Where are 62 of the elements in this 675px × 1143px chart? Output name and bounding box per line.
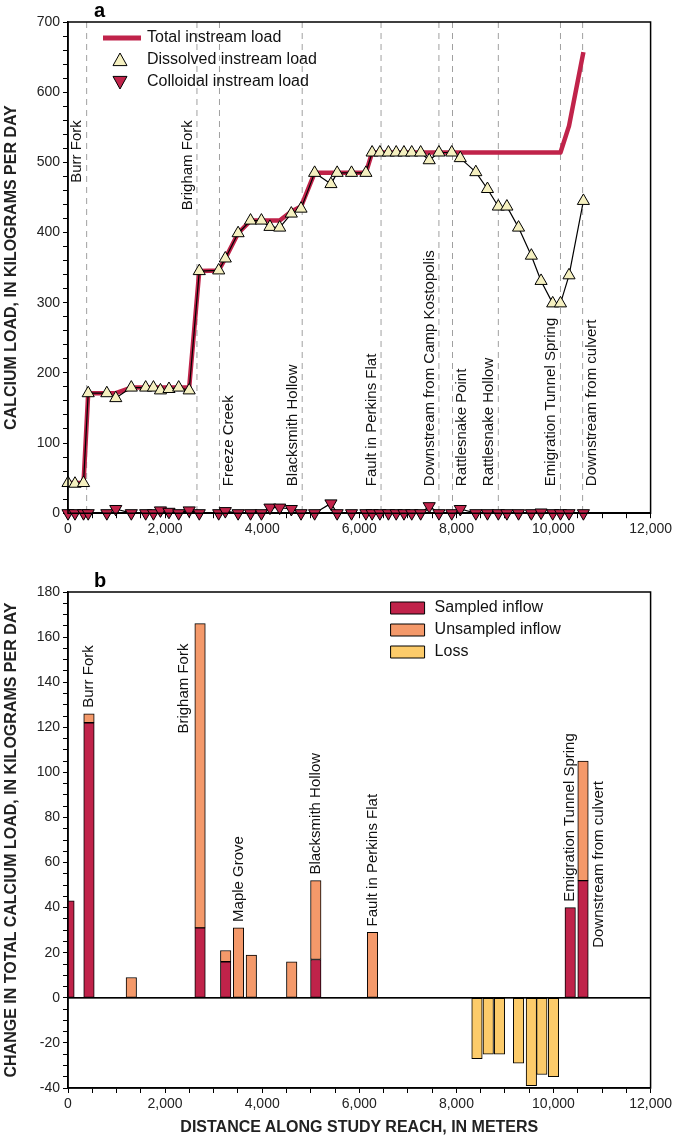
annotation: Fault in Perkins Flat bbox=[362, 793, 380, 927]
x-tick-label: 8,000 bbox=[438, 520, 475, 537]
y-tick-label: 400 bbox=[36, 223, 61, 240]
y-tick-label: 180 bbox=[36, 582, 61, 599]
legend-label: Colloidal instream load bbox=[147, 72, 309, 90]
x-tick-label: 12,000 bbox=[629, 1095, 673, 1112]
x-tick-label: 2,000 bbox=[147, 520, 183, 537]
y-tick-label: 300 bbox=[36, 293, 61, 310]
y-axis-title: CALCIUM LOAD, IN KILOGRAMS PER DAY bbox=[2, 104, 20, 430]
y-tick-label: 0 bbox=[52, 988, 61, 1005]
legend-label: Total instream load bbox=[147, 28, 282, 46]
annotation: Burr Fork bbox=[79, 644, 97, 708]
x-tick-label: 6,000 bbox=[341, 1095, 378, 1112]
annotation: Emigration Tunnel Spring bbox=[560, 733, 578, 902]
y-tick-label: 40 bbox=[44, 898, 61, 915]
ref-line-label: Burr Fork bbox=[67, 119, 85, 183]
chart-title: b bbox=[94, 568, 107, 591]
ref-line-label: Rattlesnake Point bbox=[452, 367, 470, 487]
ref-line-label: Blacksmith Hollow bbox=[282, 364, 300, 487]
x-tick-label: 6,000 bbox=[341, 520, 378, 537]
x-tick-label: 4,000 bbox=[244, 1095, 280, 1112]
y-tick-label: 600 bbox=[36, 83, 61, 100]
y-tick-label: -40 bbox=[39, 1078, 61, 1095]
y-tick-label: -20 bbox=[39, 1033, 61, 1050]
ref-line-label: Downstream from culvert bbox=[582, 318, 600, 487]
y-tick-label: 100 bbox=[36, 433, 61, 450]
y-tick-label: 120 bbox=[36, 718, 61, 735]
ref-line-label: Freeze Creek bbox=[219, 394, 237, 487]
x-tick-label: 0 bbox=[64, 520, 73, 537]
x-tick-label: 10,000 bbox=[532, 520, 576, 537]
y-tick-label: 20 bbox=[44, 943, 61, 960]
x-tick-label: 2,000 bbox=[147, 1095, 183, 1112]
x-tick-label: 12,000 bbox=[629, 520, 673, 537]
ref-line-label: Fault in Perkins Flat bbox=[361, 352, 379, 487]
chart-title: a bbox=[94, 0, 106, 21]
annotation: Maple Grove bbox=[228, 836, 246, 922]
legend-label: Sampled inflow bbox=[434, 598, 544, 616]
y-tick-label: 700 bbox=[36, 12, 61, 29]
y-tick-label: 140 bbox=[36, 673, 61, 690]
y-tick-label: 160 bbox=[36, 627, 61, 644]
legend-label: Unsampled inflow bbox=[434, 620, 562, 638]
y-tick-label: 60 bbox=[44, 853, 61, 870]
ref-line-label: Emigration Tunnel Spring bbox=[541, 317, 559, 487]
legend-label: Dissolved instream load bbox=[147, 50, 317, 68]
annotation: Brigham Fork bbox=[174, 643, 192, 734]
x-tick-label: 0 bbox=[64, 1095, 73, 1112]
x-axis-title: DISTANCE ALONG STUDY REACH, IN METERS bbox=[180, 1117, 539, 1135]
ref-line-label: Downstream from Camp Kostopolis bbox=[419, 250, 437, 487]
y-tick-label: 500 bbox=[36, 153, 61, 170]
x-tick-label: 10,000 bbox=[532, 1095, 576, 1112]
x-tick-label: 8,000 bbox=[438, 1095, 475, 1112]
x-tick-label: 4,000 bbox=[244, 520, 280, 537]
y-axis-title: CHANGE IN TOTAL CALCIUM LOAD, IN KILOGRAMS PER DAY bbox=[2, 602, 20, 1078]
y-tick-label: 200 bbox=[36, 363, 61, 380]
annotation: Blacksmith Hollow bbox=[305, 752, 323, 875]
annotation: Downstream from culvert bbox=[588, 780, 606, 948]
ref-line-label: Brigham Fork bbox=[177, 119, 195, 211]
y-tick-label: 80 bbox=[44, 808, 61, 825]
legend-label: Loss bbox=[434, 642, 469, 660]
y-tick-label: 100 bbox=[36, 763, 61, 780]
y-tick-label: 0 bbox=[52, 504, 61, 521]
ref-line-label: Rattlesnake Hollow bbox=[478, 357, 496, 487]
